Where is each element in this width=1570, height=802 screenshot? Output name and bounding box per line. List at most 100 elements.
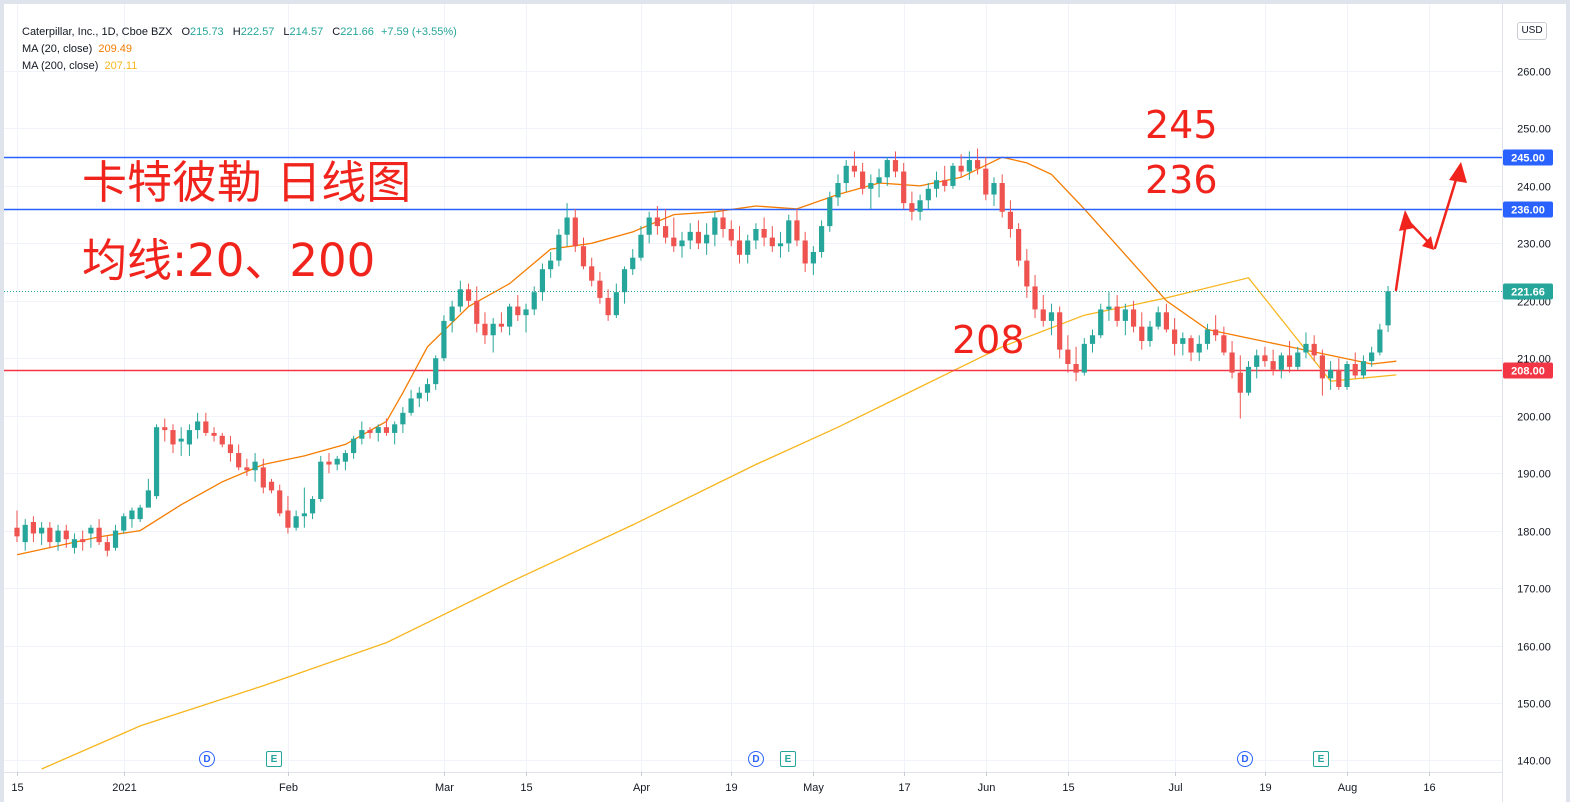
candle-up[interactable] (1155, 306, 1161, 330)
candle-down[interactable] (983, 157, 989, 201)
candle-up[interactable] (1106, 292, 1112, 321)
candle-up[interactable] (925, 183, 931, 209)
candle-down[interactable] (597, 272, 603, 304)
candle-up[interactable] (318, 455, 324, 502)
candle-up[interactable] (1254, 349, 1260, 379)
candle-up[interactable] (178, 427, 184, 456)
candle-down[interactable] (96, 519, 102, 545)
candle-up[interactable] (121, 513, 127, 534)
candle-down[interactable] (580, 237, 587, 270)
candle-down[interactable] (203, 412, 209, 436)
candle-down[interactable] (465, 283, 472, 307)
candle-up[interactable] (745, 234, 751, 264)
candle-up[interactable] (548, 251, 554, 278)
candle-down[interactable] (769, 226, 775, 252)
candle-up[interactable] (564, 203, 570, 247)
candle-down[interactable] (1229, 341, 1235, 379)
candle-up[interactable] (433, 355, 439, 390)
candle-down[interactable] (1262, 346, 1268, 367)
candle-down[interactable] (1286, 341, 1293, 373)
candle-down[interactable] (277, 484, 283, 517)
candle-up[interactable] (129, 507, 135, 528)
candle-down[interactable] (671, 217, 677, 252)
candle-up[interactable] (22, 519, 28, 551)
candle-up[interactable] (777, 231, 784, 258)
candle-down[interactable] (1163, 303, 1169, 333)
candle-up[interactable] (400, 407, 406, 433)
candle-down[interactable] (720, 208, 726, 238)
candle-down[interactable] (515, 295, 521, 321)
candle-up[interactable] (1122, 303, 1128, 336)
candle-up[interactable] (966, 151, 972, 181)
candle-down[interactable] (1032, 274, 1038, 319)
earnings-marker[interactable]: E (266, 751, 282, 767)
candle-up[interactable] (950, 162, 956, 189)
candle-down[interactable] (30, 516, 37, 543)
candle-down[interactable] (860, 162, 866, 195)
candle-up[interactable] (195, 412, 201, 439)
candle-up[interactable] (359, 421, 365, 445)
candle-down[interactable] (1130, 300, 1137, 333)
candle-down[interactable] (1336, 358, 1342, 390)
earnings-marker[interactable]: E (1313, 751, 1329, 767)
candle-down[interactable] (851, 151, 858, 178)
candle-up[interactable] (621, 266, 628, 304)
candle-up[interactable] (112, 524, 119, 551)
candle-up[interactable] (342, 450, 348, 471)
candle-down[interactable] (999, 174, 1005, 218)
candle-down[interactable] (63, 524, 69, 548)
candle-up[interactable] (786, 214, 792, 252)
candle-up[interactable] (523, 303, 529, 333)
candle-down[interactable] (268, 478, 275, 494)
candle-down[interactable] (383, 418, 390, 436)
candle-down[interactable] (974, 148, 981, 175)
candle-down[interactable] (14, 510, 20, 543)
candle-up[interactable] (145, 478, 151, 508)
candle-up[interactable] (818, 220, 825, 258)
candle-down[interactable] (219, 432, 225, 448)
candle-up[interactable] (293, 510, 299, 531)
candle-up[interactable] (556, 228, 562, 267)
candle-down[interactable] (1065, 335, 1071, 373)
candle-up[interactable] (424, 378, 431, 402)
candle-down[interactable] (892, 151, 899, 178)
candle-up[interactable] (252, 453, 258, 482)
candle-up[interactable] (153, 424, 160, 500)
candle-down[interactable] (654, 206, 660, 235)
candle-up[interactable] (39, 521, 45, 545)
candle-down[interactable] (1352, 352, 1358, 379)
candle-up[interactable] (71, 533, 78, 554)
candle-down[interactable] (104, 536, 110, 557)
candle-up[interactable] (1089, 329, 1096, 353)
candle-up[interactable] (827, 191, 833, 232)
ma200-line[interactable] (41, 277, 1397, 770)
candle-up[interactable] (1385, 286, 1391, 332)
candle-up[interactable] (712, 211, 718, 247)
candle-down[interactable] (1270, 349, 1276, 376)
ma200-legend-row[interactable]: MA (200, close) 207.11 (22, 58, 457, 75)
candle-down[interactable] (909, 191, 915, 221)
candle-up[interactable] (917, 194, 923, 221)
candle-down[interactable] (498, 312, 504, 333)
candle-up[interactable] (1344, 361, 1350, 390)
candle-down[interactable] (1057, 306, 1063, 359)
candle-down[interactable] (1040, 295, 1046, 327)
candle-up[interactable] (392, 421, 398, 445)
candle-up[interactable] (186, 424, 193, 456)
candle-up[interactable] (55, 524, 61, 551)
candle-up[interactable] (1303, 332, 1309, 359)
candle-up[interactable] (408, 389, 414, 416)
candle-up[interactable] (449, 300, 455, 333)
candle-down[interactable] (482, 312, 488, 344)
candle-up[interactable] (490, 318, 496, 353)
candle-up[interactable] (1196, 335, 1202, 362)
candle-down[interactable] (1213, 315, 1219, 342)
candle-down[interactable] (244, 458, 250, 477)
candle-up[interactable] (457, 280, 463, 313)
candle-down[interactable] (589, 257, 595, 287)
candle-up[interactable] (704, 223, 710, 255)
candle-down[interactable] (958, 154, 964, 178)
candle-up[interactable] (1377, 323, 1383, 356)
candle-down[interactable] (761, 217, 767, 247)
